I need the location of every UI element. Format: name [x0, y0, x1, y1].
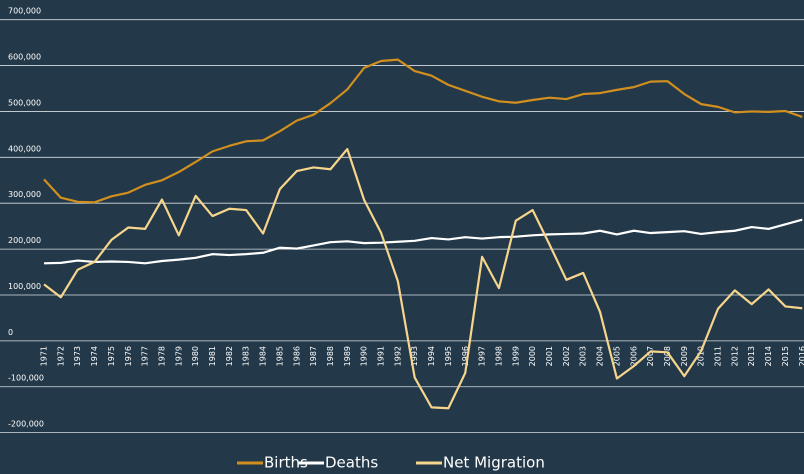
x-tick-label: 1989 [343, 346, 352, 366]
x-tick-label: 1979 [174, 346, 183, 366]
x-tick-label: 1971 [40, 346, 49, 366]
x-tick-label: 1999 [511, 346, 520, 366]
x-tick-label: 2016 [798, 346, 804, 366]
x-tick-label: 2002 [562, 346, 571, 366]
x-tick-label: 1974 [90, 346, 99, 366]
x-tick-label: 1986 [292, 346, 301, 366]
x-tick-label: 2007 [646, 346, 655, 366]
x-tick-label: 2001 [545, 346, 554, 366]
x-tick-label: 1992 [393, 346, 402, 366]
legend-label: Net Migration [443, 454, 545, 472]
x-tick-label: 1981 [208, 346, 217, 366]
x-tick-label: 1976 [124, 346, 133, 366]
x-tick-label: 1997 [478, 346, 487, 366]
x-tick-label: 1984 [259, 346, 268, 366]
x-tick-label: 1996 [461, 346, 470, 366]
x-tick-label: 1995 [444, 346, 453, 366]
x-tick-label: 1978 [157, 346, 166, 366]
x-tick-label: 1977 [141, 346, 150, 366]
x-tick-label: 2015 [781, 346, 790, 366]
x-tick-label: 1985 [275, 346, 284, 366]
x-tick-label: 2010 [697, 346, 706, 366]
y-tick-label: 600,000 [8, 53, 41, 62]
y-tick-label: 300,000 [8, 190, 41, 199]
x-tick-label: 1994 [427, 346, 436, 366]
x-tick-label: 1972 [56, 346, 65, 366]
x-tick-label: 1988 [326, 346, 335, 366]
y-tick-label: 400,000 [8, 144, 41, 153]
y-tick-label: -100,000 [8, 374, 44, 383]
legend-label: Deaths [325, 454, 378, 472]
x-tick-label: 1982 [225, 346, 234, 366]
y-tick-label: 500,000 [8, 98, 41, 107]
x-tick-label: 2006 [629, 346, 638, 366]
x-tick-label: 1998 [494, 346, 503, 366]
x-tick-label: 1991 [377, 346, 386, 366]
line-series [43, 58, 803, 204]
x-tick-label: 1987 [309, 346, 318, 366]
x-tick-label: 1975 [107, 346, 116, 366]
x-tick-label: 2003 [579, 346, 588, 366]
y-tick-label: 200,000 [8, 236, 41, 245]
x-tick-label: 2005 [612, 346, 621, 366]
x-tick-label: 2011 [714, 346, 723, 366]
line-series [43, 218, 803, 265]
y-tick-label: -200,000 [8, 420, 44, 429]
x-tick-label: 2013 [747, 346, 756, 366]
y-tick-label: 700,000 [8, 7, 41, 16]
x-tick-label: 2004 [596, 346, 605, 366]
y-tick-label: 0 [8, 328, 13, 337]
x-tick-label: 2014 [764, 346, 773, 366]
x-tick-label: 2012 [730, 346, 739, 366]
x-tick-label: 1973 [73, 346, 82, 366]
x-tick-label: 2000 [528, 346, 537, 366]
x-tick-label: 2009 [680, 346, 689, 366]
x-tick-label: 1980 [191, 346, 200, 366]
x-tick-label: 2008 [663, 346, 672, 366]
x-tick-label: 1993 [410, 346, 419, 366]
legend-label: Births [264, 454, 308, 472]
line-series [43, 147, 803, 410]
x-tick-label: 1983 [242, 346, 251, 366]
y-tick-label: 100,000 [8, 282, 41, 291]
x-tick-label: 1990 [360, 346, 369, 366]
